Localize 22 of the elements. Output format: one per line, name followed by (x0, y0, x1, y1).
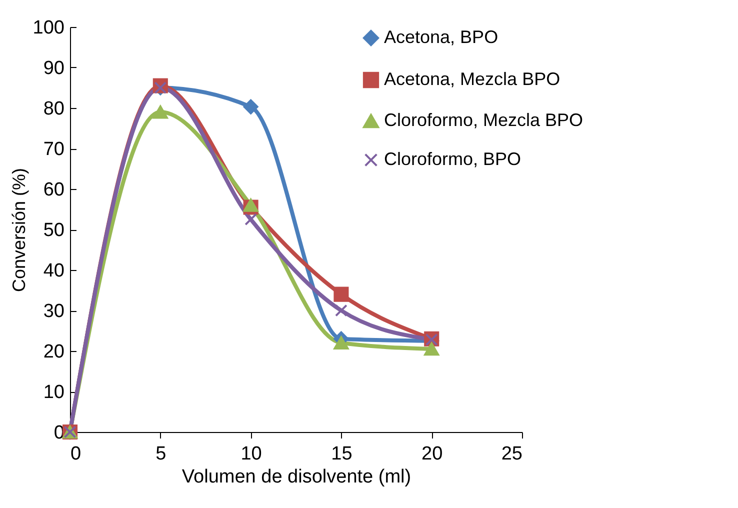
x-tick-label: 25 (501, 444, 522, 464)
x-tick-label: 0 (70, 444, 82, 464)
y-axis-title: Conversión (%) (8, 168, 29, 292)
y-tick-label: 20 (43, 342, 64, 362)
y-tick-label: 10 (43, 382, 64, 403)
x-tick-label: 15 (331, 444, 352, 464)
y-tick-label: 80 (43, 98, 64, 120)
x-tick-label: 5 (156, 444, 166, 464)
legend-label: Cloroformo, Mezcla BPO (384, 110, 584, 130)
legend-label: Acetona, Mezcla BPO (384, 69, 560, 89)
y-tick-label: 50 (43, 220, 64, 241)
legend-label: Acetona, BPO (384, 27, 498, 47)
y-tick-label: 90 (43, 58, 64, 79)
legend-label: Cloroformo, BPO (384, 149, 522, 169)
y-tick-label: 70 (43, 139, 64, 160)
x-axis-title: Volumen de disolvente (ml) (182, 466, 412, 488)
y-tick-label: 60 (43, 180, 64, 200)
y-tick-label: 40 (43, 260, 64, 282)
x-tick-label: 20 (422, 444, 443, 464)
y-tick-label: 100 (32, 18, 64, 38)
y-tick-label: 30 (43, 301, 64, 322)
x-tick-label: 10 (240, 444, 262, 464)
